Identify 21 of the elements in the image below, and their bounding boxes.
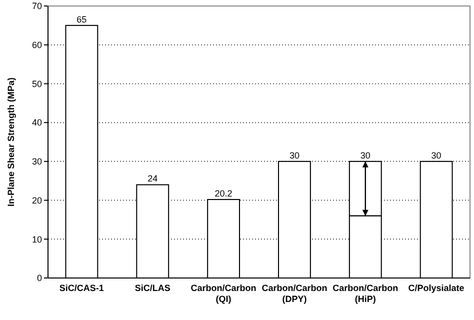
data-label: 20.2 <box>214 188 232 199</box>
data-label: 30 <box>431 150 442 160</box>
data-label: 30 <box>289 150 300 160</box>
y-tick-label: 50 <box>32 78 42 89</box>
y-tick-label: 40 <box>32 118 42 128</box>
x-tick-label: SiC/CAS-1 <box>59 283 104 293</box>
y-axis-title: In-Plane Shear Strength (MPa) <box>6 77 16 207</box>
x-tick-label: Carbon/Carbon (DPY) <box>262 283 328 304</box>
x-tick-label: C/Polysialate <box>408 283 464 293</box>
y-tick-label: 0 <box>36 273 42 284</box>
x-tick-label: Carbon/Carbon (HiP) <box>332 283 398 304</box>
data-label: 65 <box>76 14 87 24</box>
y-tick-label: 30 <box>32 156 42 167</box>
x-tick-label: Carbon/Carbon (QI) <box>190 283 256 304</box>
data-label: 30 <box>360 150 370 160</box>
y-tick-label: 60 <box>32 40 42 50</box>
x-tick-label: SiC/LAS <box>134 283 170 293</box>
y-tick-label: 10 <box>32 234 42 244</box>
y-tick-label: 20 <box>32 195 42 206</box>
data-label: 24 <box>148 174 158 184</box>
y-tick-label: 70 <box>32 1 42 12</box>
